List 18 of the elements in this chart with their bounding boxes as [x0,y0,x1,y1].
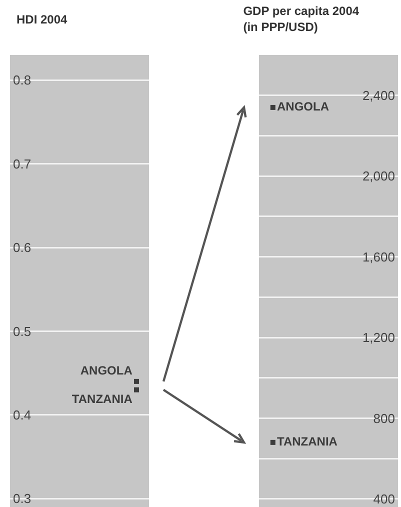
y-tick-label: 0.5 [13,324,32,339]
chart-title: HDI 2004 [16,12,68,27]
y-tick-label: 1,600 [362,249,395,264]
series-label: TANZANIA [277,434,338,448]
y-tick-label: 2,400 [362,88,395,103]
series-label: ANGOLA [277,99,330,114]
series-label: TANZANIA [72,392,133,406]
y-tick-label: 1,200 [362,330,395,346]
y-tick-label: 0.4 [13,407,32,422]
series-label: ANGOLA [80,363,133,378]
y-tick-label: 0.7 [13,156,32,172]
chart-title: GDP per capita 2004 (in PPP/USD) [243,4,360,34]
y-tick-label: 0.3 [13,491,32,506]
y-tick-label: 800 [373,410,395,426]
y-tick-label: 2,000 [362,168,395,184]
y-tick-label: 0.8 [13,72,32,88]
y-tick-label: 400 [373,491,395,506]
y-tick-label: 0.6 [13,240,32,256]
